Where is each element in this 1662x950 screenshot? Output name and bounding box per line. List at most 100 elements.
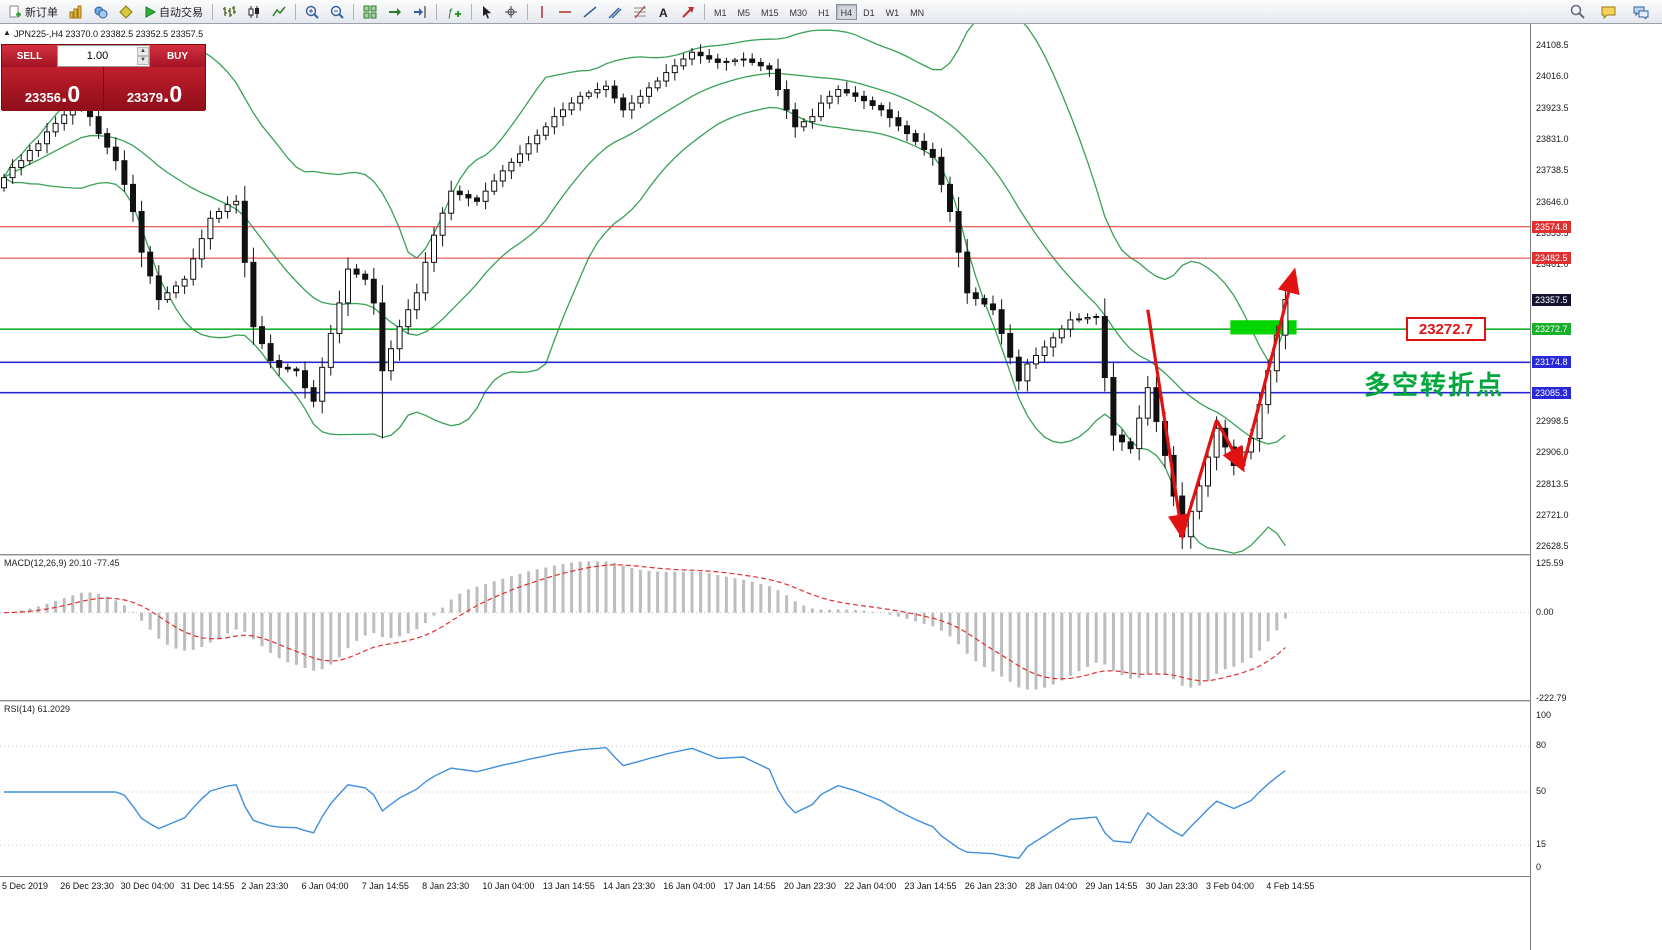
- timeframe-button-d1[interactable]: D1: [858, 4, 880, 20]
- crosshair-button[interactable]: [499, 2, 523, 22]
- timeframe-button-m5[interactable]: M5: [733, 4, 756, 20]
- toolbar-separator: [212, 3, 213, 20]
- timeframe-button-h1[interactable]: H1: [813, 4, 835, 20]
- date-tick: 14 Jan 23:30: [603, 881, 656, 891]
- metaeditor-button[interactable]: [114, 2, 138, 22]
- timeframe-button-h4[interactable]: H4: [835, 3, 858, 20]
- date-tick: 7 Jan 14:55: [361, 881, 409, 891]
- profiles-button[interactable]: [89, 2, 113, 22]
- volume-input[interactable]: [58, 49, 137, 63]
- volume-down-icon[interactable]: ▼: [137, 56, 149, 65]
- price-tick: 23646.0: [1536, 196, 1569, 207]
- trend-arrow[interactable]: [1146, 309, 1191, 541]
- price-callout-label[interactable]: 23272.7: [1406, 317, 1486, 341]
- community-button[interactable]: [1628, 2, 1654, 22]
- volume-up-icon[interactable]: ▲: [137, 47, 149, 56]
- price-tick: 22628.5: [1536, 541, 1569, 552]
- timeframe-button-w1[interactable]: W1: [881, 4, 905, 20]
- price-tag-23174.8[interactable]: 23174.8: [1532, 356, 1571, 369]
- timeframe-button-m30[interactable]: M30: [785, 4, 813, 20]
- price-tick: 23461.0: [1536, 259, 1569, 270]
- horizontal-line-tool-button[interactable]: [553, 2, 577, 22]
- window-bottom-filler: [0, 896, 1662, 950]
- timeframe-button-mn[interactable]: MN: [905, 4, 929, 20]
- new-order-icon: [9, 5, 22, 18]
- price-axis[interactable]: 24108.5 24016.0 23923.5 23831.0 23738.5 23646…: [1530, 24, 1662, 950]
- sell-price-main: 23356: [24, 90, 61, 105]
- community-chat-icon: [1633, 5, 1649, 19]
- bollinger-middle: [3, 72, 1286, 445]
- trend-arrow[interactable]: [1180, 419, 1219, 536]
- timeframe-button-m1[interactable]: M1: [709, 4, 732, 20]
- one-click-toggle-icon[interactable]: ▲: [3, 28, 11, 37]
- svg-text:ƒ: ƒ: [447, 7, 453, 19]
- bar-chart-mode-button[interactable]: [217, 2, 241, 22]
- trend-arrow[interactable]: [1215, 419, 1245, 473]
- sell-price-frac: .0: [60, 81, 81, 107]
- turning-point-text[interactable]: 多空转折点: [1364, 370, 1505, 400]
- buy-price-frac: .0: [162, 81, 183, 107]
- candlestick-mode-button[interactable]: [242, 2, 266, 22]
- date-tick: 26 Jan 23:30: [964, 881, 1017, 891]
- price-tick: 22813.5: [1536, 478, 1569, 489]
- fibonacci-tool-button[interactable]: [628, 2, 652, 22]
- indicators-button[interactable]: ƒ: [441, 2, 467, 22]
- zoom-in-button[interactable]: [300, 2, 324, 22]
- macd-panel[interactable]: [0, 556, 1530, 700]
- vertical-line-tool-button[interactable]: [532, 2, 552, 22]
- bollinger-lower: [3, 106, 1286, 554]
- arrows-tool-button[interactable]: [676, 2, 700, 22]
- bar-chart-icon: [222, 5, 236, 19]
- new-chart-button[interactable]: [64, 2, 88, 22]
- date-tick: 10 Jan 04:00: [482, 881, 535, 891]
- buy-price[interactable]: 23379 .0: [104, 67, 205, 111]
- panel-splitter[interactable]: [0, 700, 1662, 702]
- rsi-panel[interactable]: [0, 702, 1530, 876]
- buy-button[interactable]: BUY: [150, 45, 205, 67]
- sell-button[interactable]: SELL: [2, 45, 57, 67]
- date-tick: 28 Jan 04:00: [1025, 881, 1078, 891]
- price-tag-23357.5[interactable]: 23357.5: [1532, 294, 1571, 307]
- trend-arrow[interactable]: [1240, 267, 1300, 469]
- main-price-chart[interactable]: [0, 24, 1530, 554]
- price-tag-23482.5[interactable]: 23482.5: [1532, 252, 1571, 265]
- arrows-tool-icon: [681, 5, 695, 19]
- price-tick: 22906.0: [1536, 447, 1569, 458]
- chart-symbol-ohlc-label: JPN225-,H4 23370.0 23382.5 23352.5 23357…: [14, 29, 204, 39]
- date-tick: 30 Dec 04:00: [120, 881, 175, 891]
- channel-tool-button[interactable]: [603, 2, 627, 22]
- date-tick: 29 Jan 14:55: [1085, 881, 1138, 891]
- price-tick: 23831.0: [1536, 134, 1569, 144]
- date-axis[interactable]: 5 Dec 2019 26 Dec 23:30 30 Dec 04:00 31 Dec…: [0, 876, 1662, 896]
- indicators-icon: ƒ: [446, 5, 462, 19]
- autotrading-label: 自动交易: [159, 6, 203, 19]
- price-tick: 22998.5: [1536, 416, 1569, 427]
- panel-splitter[interactable]: [0, 554, 1662, 556]
- crosshair-icon: [504, 5, 518, 19]
- one-click-divider: [103, 67, 104, 111]
- autotrading-button[interactable]: 自动交易: [139, 2, 208, 22]
- text-tool-button[interactable]: A: [653, 2, 675, 22]
- price-tag-23574.8[interactable]: 23574.8: [1532, 220, 1571, 233]
- cursor-button[interactable]: [476, 2, 498, 22]
- date-tick: 20 Jan 23:30: [783, 881, 836, 891]
- date-tick: 26 Dec 23:30: [60, 881, 114, 891]
- price-tag-23085.3[interactable]: 23085.3: [1532, 386, 1571, 399]
- line-chart-mode-button[interactable]: [267, 2, 291, 22]
- candles: [1, 44, 1289, 550]
- sell-price[interactable]: 23356 .0: [2, 67, 103, 111]
- search-button[interactable]: [1565, 2, 1590, 22]
- trendline-tool-button[interactable]: [578, 2, 602, 22]
- timeframe-button-m15[interactable]: M15: [756, 4, 784, 20]
- toolbar-separator: [527, 3, 528, 20]
- rsi-line: [4, 746, 1286, 859]
- auto-scroll-button[interactable]: [383, 2, 407, 22]
- chart-shift-button[interactable]: [408, 2, 432, 22]
- price-tag-23272.7[interactable]: 23272.7: [1532, 323, 1571, 336]
- zoom-out-button[interactable]: [325, 2, 349, 22]
- horizontal-line-icon: [558, 7, 572, 17]
- new-order-button[interactable]: 新订单: [4, 2, 63, 22]
- rsi-axis-tick: 100: [1536, 710, 1552, 720]
- tile-windows-button[interactable]: [358, 2, 382, 22]
- chat-button[interactable]: [1596, 2, 1622, 22]
